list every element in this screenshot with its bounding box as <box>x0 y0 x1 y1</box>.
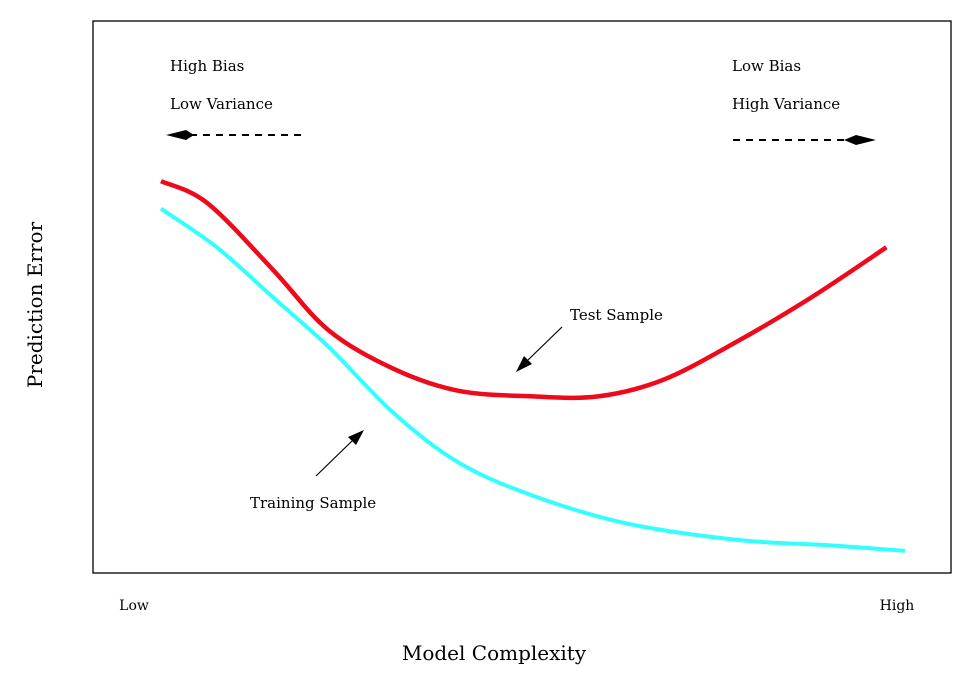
high-variance-label: High Variance <box>732 95 840 113</box>
left-direction-arrow <box>166 130 302 140</box>
x-tick-low: Low <box>119 598 149 614</box>
y-axis-label: Prediction Error <box>23 221 47 388</box>
training-sample-line <box>159 207 906 553</box>
x-axis-label: Model Complexity <box>402 641 587 665</box>
training-sample-pointer-arrow <box>315 430 364 477</box>
test-sample-line <box>160 179 888 401</box>
x-tick-high: High <box>880 598 915 614</box>
test-sample-pointer-arrow <box>516 326 563 372</box>
right-direction-arrow <box>733 135 876 145</box>
low-bias-label: Low Bias <box>732 57 801 75</box>
high-bias-label: High Bias <box>170 57 244 75</box>
plot-frame <box>92 20 952 574</box>
test-sample-annotation: Test Sample <box>570 306 663 324</box>
low-variance-label: Low Variance <box>170 95 273 113</box>
training-sample-annotation: Training Sample <box>250 494 376 512</box>
